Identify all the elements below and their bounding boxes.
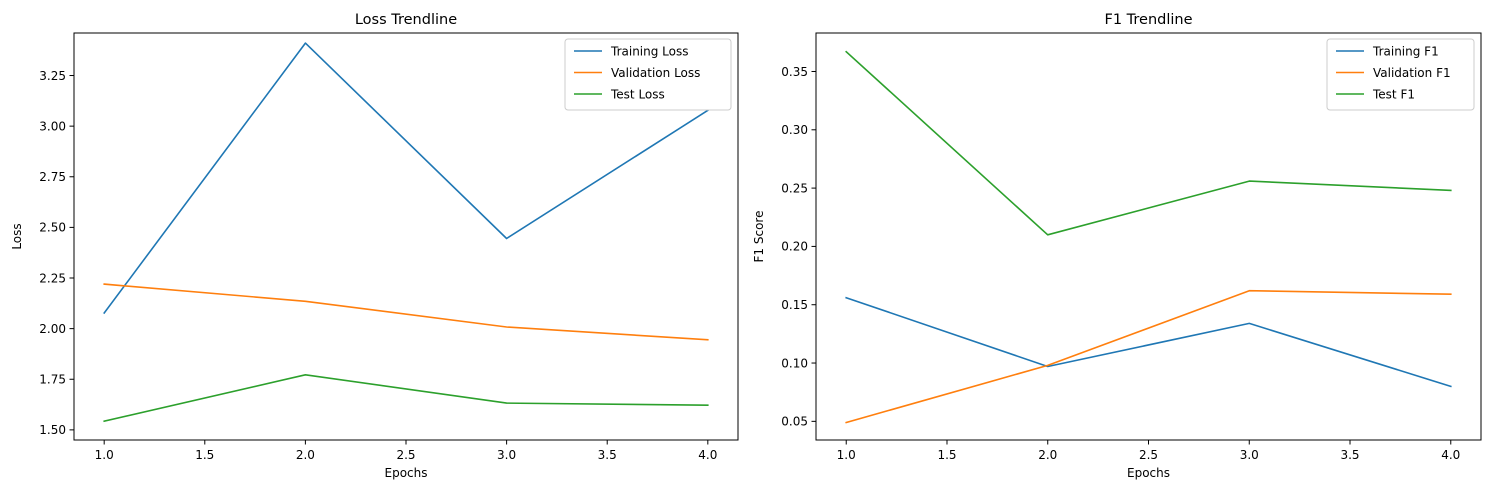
legend: Training Loss Validation Loss Test Loss bbox=[564, 38, 732, 111]
y-tick-label: 1.75 bbox=[39, 373, 66, 387]
x-tick-label: 3.5 bbox=[1340, 448, 1359, 462]
series-line-test-loss bbox=[103, 373, 709, 423]
x-tick-label: 3.0 bbox=[1240, 448, 1259, 462]
y-tick-label: 0.05 bbox=[781, 415, 808, 429]
y-tick-label: 2.50 bbox=[39, 221, 66, 235]
y-tick-label: 2.00 bbox=[39, 322, 66, 336]
x-tick-label: 2.5 bbox=[396, 448, 415, 462]
legend-label: Validation F1 bbox=[1373, 66, 1451, 80]
x-tick-label: 4.0 bbox=[698, 448, 717, 462]
y-axis-label: Loss bbox=[10, 223, 24, 249]
x-tick-label: 3.0 bbox=[497, 448, 516, 462]
legend-label: Training Loss bbox=[610, 44, 688, 58]
chart-panel-2: F1 Trendline 1.0 1.5 2.0 2.5 3.0 3.5 4.0 0.05 0.1… bbox=[752, 12, 1482, 480]
y-tick-label: 0.10 bbox=[781, 356, 808, 370]
y-tick-label: 0.15 bbox=[781, 298, 808, 312]
y-tick-label: 3.00 bbox=[39, 119, 66, 133]
chart-panel-1: Loss Trendline 1.0 1.5 2.0 2.5 3.0 3.5 4.0 1.50 1… bbox=[10, 12, 739, 480]
x-tick-label: 2.5 bbox=[1139, 448, 1158, 462]
x-axis-label: Epochs bbox=[385, 466, 428, 480]
y-tick-label: 3.25 bbox=[39, 69, 66, 83]
y-tick-label: 2.75 bbox=[39, 170, 66, 184]
y-tick-label: 0.30 bbox=[781, 123, 808, 137]
x-tick-label: 2.0 bbox=[1038, 448, 1057, 462]
y-tick-label: 0.25 bbox=[781, 181, 808, 195]
legend: Training F1 Validation F1 Test F1 bbox=[1326, 38, 1475, 111]
series-line-validation-f1 bbox=[845, 289, 1452, 424]
series-line-training-loss bbox=[103, 42, 709, 315]
x-tick-label: 1.5 bbox=[195, 448, 214, 462]
legend-label: Test F1 bbox=[1372, 87, 1415, 101]
y-axis-label: F1 Score bbox=[752, 211, 766, 263]
plot-area-frame bbox=[73, 32, 739, 441]
legend-label: Training F1 bbox=[1372, 44, 1439, 58]
x-tick-label: 1.0 bbox=[95, 448, 114, 462]
legend-label: Test Loss bbox=[610, 87, 665, 101]
y-tick-label: 0.20 bbox=[781, 240, 808, 254]
y-tick-label: 0.35 bbox=[781, 65, 808, 79]
chart-title: F1 Trendline bbox=[1104, 12, 1192, 28]
chart-title: Loss Trendline bbox=[355, 12, 457, 28]
series-line-test-f1 bbox=[845, 50, 1452, 236]
y-tick-label: 1.50 bbox=[39, 423, 66, 437]
x-tick-label: 1.5 bbox=[937, 448, 956, 462]
series-line-training-f1 bbox=[845, 296, 1452, 388]
plot-area-frame bbox=[815, 32, 1482, 441]
legend-box bbox=[564, 38, 732, 111]
x-tick-label: 1.0 bbox=[837, 448, 856, 462]
legend-box bbox=[1326, 38, 1475, 111]
series-line-validation-loss bbox=[103, 283, 709, 341]
x-tick-label: 2.0 bbox=[296, 448, 315, 462]
legend-label: Validation Loss bbox=[611, 66, 700, 80]
x-axis-label: Epochs bbox=[1127, 466, 1170, 480]
x-tick-label: 4.0 bbox=[1441, 448, 1460, 462]
y-tick-label: 2.25 bbox=[39, 271, 66, 285]
x-tick-label: 3.5 bbox=[598, 448, 617, 462]
